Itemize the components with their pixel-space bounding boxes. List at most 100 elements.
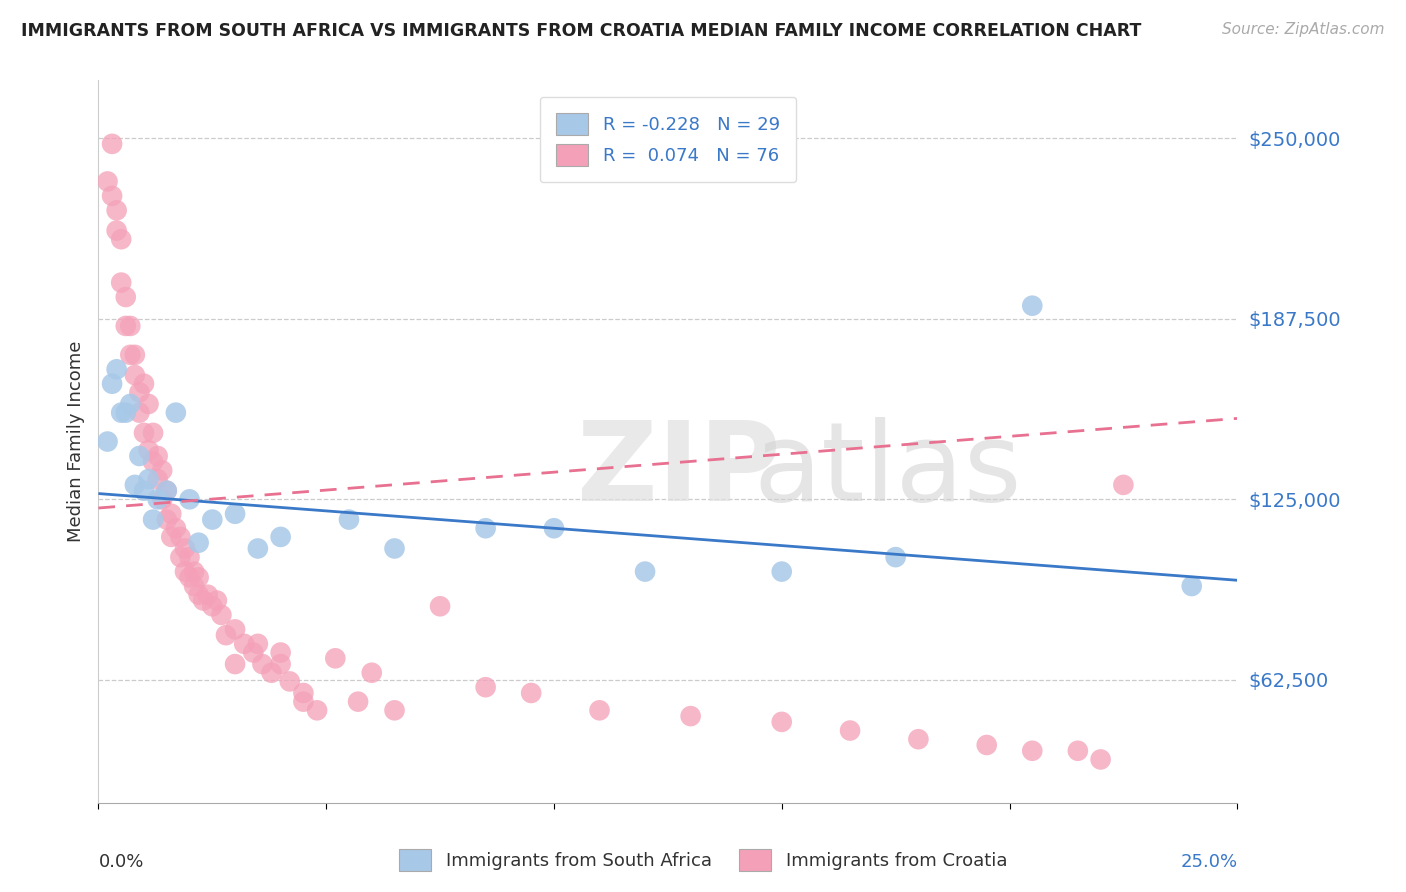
Point [138,472,160,486]
Point [205,593,228,607]
Point [770,565,793,579]
Point [1181,579,1204,593]
Point [907,732,929,747]
Point [120,348,142,362]
Point [278,674,301,689]
Point [246,637,269,651]
Point [156,483,179,498]
Point [156,483,179,498]
Point [142,512,165,526]
Point [474,521,496,535]
Point [337,512,360,526]
Point [169,530,191,544]
Point [193,593,215,607]
Point [156,512,179,526]
Point [270,530,292,544]
Point [209,607,232,622]
Legend: Immigrants from South Africa, Immigrants from Croatia: Immigrants from South Africa, Immigrants… [391,842,1015,879]
Point [132,483,155,498]
Point [770,714,793,729]
Point [165,521,187,535]
Point [114,318,136,333]
Point [110,276,132,290]
Point [114,290,136,304]
Text: Source: ZipAtlas.com: Source: ZipAtlas.com [1222,22,1385,37]
Point [201,512,224,526]
Point [884,550,907,565]
Point [150,492,173,507]
Point [165,406,187,420]
Point [242,646,264,660]
Point [179,570,201,584]
Point [187,535,209,549]
Point [260,665,283,680]
Point [124,478,146,492]
Point [1090,752,1112,766]
Point [183,565,205,579]
Point [110,232,132,246]
Point [307,703,329,717]
Point [128,406,150,420]
Point [270,657,292,671]
Point [105,203,128,218]
Point [474,680,496,694]
Point [1067,744,1090,758]
Point [588,703,610,717]
Point [128,449,150,463]
Point [138,443,160,458]
Text: IMMIGRANTS FROM SOUTH AFRICA VS IMMIGRANTS FROM CROATIA MEDIAN FAMILY INCOME COR: IMMIGRANTS FROM SOUTH AFRICA VS IMMIGRAN… [21,22,1142,40]
Point [169,550,191,565]
Text: ZIP: ZIP [576,417,780,524]
Point [246,541,269,556]
Point [142,425,165,440]
Text: atlas: atlas [754,417,1022,524]
Point [160,507,183,521]
Point [174,541,197,556]
Point [120,397,142,411]
Point [197,588,219,602]
Text: 25.0%: 25.0% [1180,854,1237,871]
Point [270,646,292,660]
Point [101,376,124,391]
Point [543,521,565,535]
Point [187,588,209,602]
Point [1021,299,1043,313]
Point [215,628,238,642]
Point [138,397,160,411]
Point [183,579,205,593]
Point [105,223,128,237]
Point [142,455,165,469]
Point [114,406,136,420]
Point [634,565,657,579]
Point [146,449,169,463]
Point [252,657,274,671]
Point [105,362,128,376]
Point [132,376,155,391]
Point [179,550,201,565]
Point [520,686,543,700]
Point [384,541,406,556]
Point [976,738,998,752]
Point [174,565,197,579]
Point [292,695,315,709]
Point [96,434,118,449]
Point [224,657,246,671]
Point [233,637,256,651]
Point [101,136,124,151]
Point [150,463,173,477]
Point [429,599,451,614]
Point [679,709,702,723]
Point [360,665,382,680]
Point [96,174,118,188]
Point [839,723,862,738]
Y-axis label: Median Family Income: Median Family Income [66,341,84,542]
Point [384,703,406,717]
Point [323,651,346,665]
Point [1021,744,1043,758]
Point [120,318,142,333]
Point [146,472,169,486]
Point [224,623,246,637]
Point [146,492,169,507]
Point [101,189,124,203]
Point [1112,478,1135,492]
